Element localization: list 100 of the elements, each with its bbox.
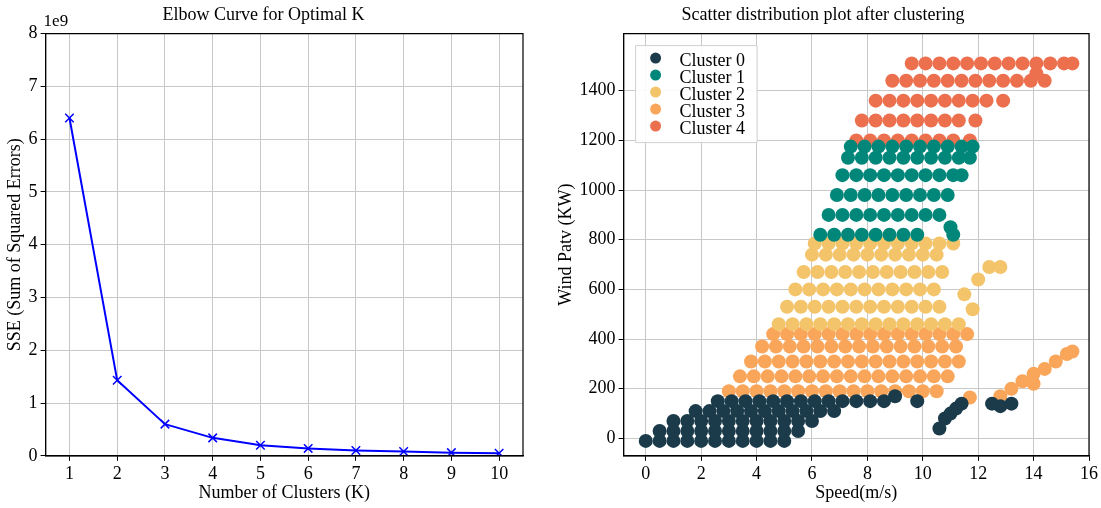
point bbox=[904, 168, 919, 183]
point bbox=[996, 93, 1011, 108]
point bbox=[159, 419, 170, 430]
point bbox=[982, 73, 997, 88]
point bbox=[932, 207, 947, 222]
point bbox=[877, 168, 891, 183]
point bbox=[926, 139, 941, 154]
x-tick-label: 8 bbox=[399, 463, 409, 484]
point bbox=[882, 93, 897, 108]
point bbox=[918, 168, 933, 183]
x-tick-label: 3 bbox=[160, 463, 170, 484]
point bbox=[885, 188, 900, 203]
point bbox=[932, 168, 947, 183]
point bbox=[913, 139, 928, 154]
x-tick-label: 6 bbox=[303, 463, 313, 484]
point bbox=[951, 93, 966, 108]
point bbox=[112, 375, 123, 386]
point bbox=[910, 227, 925, 242]
point bbox=[937, 113, 952, 128]
point bbox=[64, 113, 75, 124]
y-axis-title: Wind Patv (KW) bbox=[554, 183, 576, 306]
point bbox=[868, 227, 883, 242]
point bbox=[943, 220, 958, 235]
point bbox=[849, 207, 864, 222]
x-tick-label: 8 bbox=[862, 463, 872, 484]
point bbox=[255, 440, 266, 451]
point bbox=[896, 113, 911, 128]
point bbox=[849, 168, 864, 183]
point bbox=[446, 447, 457, 456]
y-tick-label: 7 bbox=[28, 75, 38, 96]
point bbox=[960, 56, 975, 71]
point bbox=[871, 139, 886, 154]
x-tick-label: 0 bbox=[641, 463, 651, 484]
point bbox=[1015, 56, 1030, 71]
x-tick-label: 10 bbox=[913, 463, 932, 484]
point bbox=[965, 93, 980, 108]
point bbox=[899, 73, 914, 88]
x-tick-label: 7 bbox=[351, 463, 361, 484]
point bbox=[904, 56, 919, 71]
point bbox=[946, 56, 961, 71]
x-tick-label: 4 bbox=[208, 463, 218, 484]
y-tick-label: 2 bbox=[28, 338, 38, 359]
point bbox=[1043, 56, 1058, 71]
point bbox=[840, 227, 855, 242]
point bbox=[940, 73, 955, 88]
point bbox=[926, 73, 941, 88]
y-tick-label: 6 bbox=[28, 127, 38, 148]
x-axis-title: Number of Clusters (K) bbox=[198, 481, 371, 503]
point bbox=[494, 448, 505, 456]
point bbox=[890, 168, 905, 183]
y-tick-label: 1000 bbox=[579, 178, 616, 199]
point bbox=[937, 150, 952, 165]
y-tick-label: 1200 bbox=[579, 129, 616, 150]
point bbox=[924, 93, 939, 108]
point bbox=[913, 73, 928, 88]
point bbox=[1009, 73, 1024, 88]
point bbox=[835, 168, 850, 183]
point bbox=[899, 188, 914, 203]
x-tick-label: 10 bbox=[490, 463, 509, 484]
y-tick-label: 600 bbox=[588, 278, 616, 299]
x-tick-label: 1 bbox=[64, 463, 74, 484]
x-tick-label: 2 bbox=[112, 463, 122, 484]
point bbox=[940, 139, 955, 154]
point bbox=[896, 227, 911, 242]
point bbox=[882, 150, 897, 165]
point bbox=[854, 150, 869, 165]
point bbox=[882, 227, 897, 242]
x-axis-title: Speed(m/s) bbox=[815, 481, 898, 503]
point bbox=[885, 139, 900, 154]
point bbox=[843, 188, 858, 203]
y-tick-label: 1 bbox=[28, 391, 38, 412]
y-tick-label: 200 bbox=[588, 377, 616, 398]
point bbox=[896, 93, 911, 108]
point bbox=[868, 113, 883, 128]
point bbox=[987, 56, 1002, 71]
x-tick-label: 6 bbox=[807, 463, 817, 484]
point bbox=[973, 56, 988, 71]
y-tick-label: 8 bbox=[28, 22, 38, 43]
y-tick-label: 800 bbox=[588, 228, 616, 249]
chart-title: Scatter distribution plot after clustering bbox=[681, 3, 965, 24]
point bbox=[1001, 56, 1016, 71]
y-tick-label: 5 bbox=[28, 180, 38, 201]
y-tick-label: 0 bbox=[28, 444, 38, 465]
point bbox=[890, 207, 905, 222]
y-tick-label: 1400 bbox=[579, 79, 616, 100]
point bbox=[913, 188, 928, 203]
point bbox=[918, 207, 933, 222]
point bbox=[932, 56, 947, 71]
x-tick-label: 16 bbox=[1080, 463, 1098, 484]
point bbox=[1029, 66, 1044, 81]
x-tick-label: 4 bbox=[752, 463, 762, 484]
y-tick-label: 400 bbox=[588, 327, 616, 348]
y-tick-label: 0 bbox=[606, 427, 616, 448]
point bbox=[863, 207, 878, 222]
point bbox=[843, 139, 858, 154]
y-tick-label: 4 bbox=[28, 233, 38, 254]
point bbox=[924, 113, 939, 128]
point bbox=[350, 445, 361, 456]
point bbox=[940, 188, 955, 203]
point bbox=[910, 150, 925, 165]
